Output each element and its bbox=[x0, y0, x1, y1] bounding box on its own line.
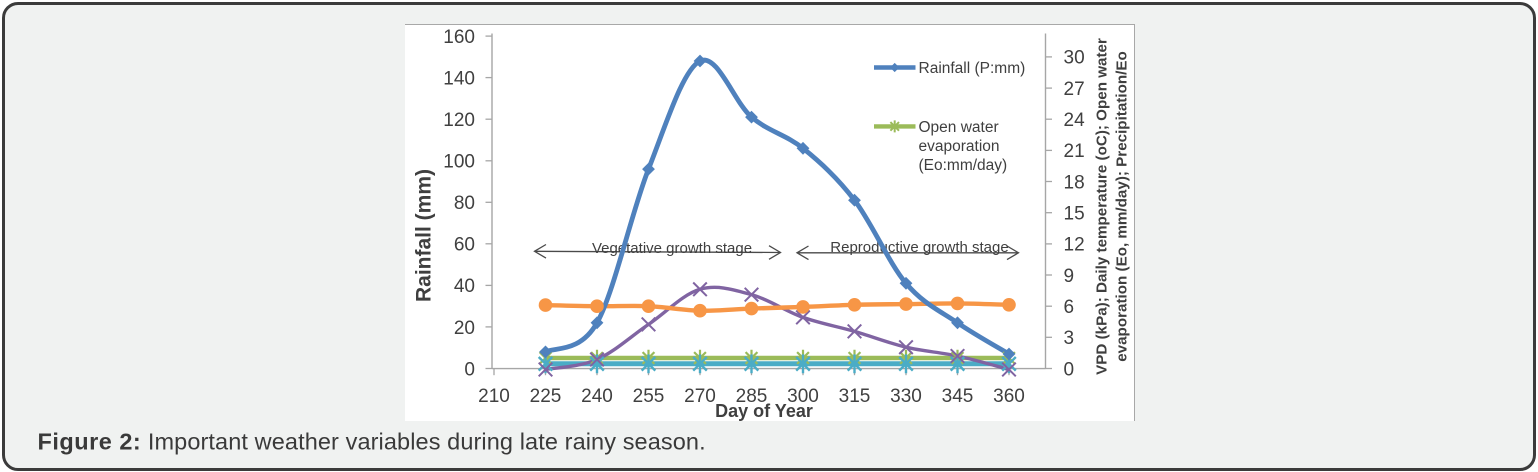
svg-text:345: 345 bbox=[942, 386, 974, 407]
svg-text:160: 160 bbox=[443, 27, 475, 48]
svg-text:Rainfall (mm): Rainfall (mm) bbox=[413, 169, 436, 302]
svg-text:evaporation: evaporation bbox=[919, 138, 1000, 155]
svg-text:VPD (kPa); Daily temperature (: VPD (kPa); Daily temperature (oC); Open … bbox=[1093, 38, 1110, 375]
svg-text:210: 210 bbox=[478, 386, 510, 407]
svg-text:21: 21 bbox=[1064, 141, 1085, 162]
svg-text:15: 15 bbox=[1064, 204, 1085, 225]
svg-text:0: 0 bbox=[464, 359, 475, 380]
svg-text:Rainfall (P:mm): Rainfall (P:mm) bbox=[919, 60, 1026, 77]
svg-text:30: 30 bbox=[1064, 48, 1085, 69]
svg-text:9: 9 bbox=[1064, 266, 1075, 287]
svg-text:300: 300 bbox=[787, 386, 819, 407]
svg-text:6: 6 bbox=[1064, 297, 1075, 318]
svg-text:20: 20 bbox=[454, 318, 475, 339]
svg-text:225: 225 bbox=[530, 386, 562, 407]
svg-text:27: 27 bbox=[1064, 79, 1085, 100]
svg-text:255: 255 bbox=[633, 386, 665, 407]
svg-text:360: 360 bbox=[993, 386, 1025, 407]
svg-text:270: 270 bbox=[684, 386, 716, 407]
svg-text:(Eo:mm/day): (Eo:mm/day) bbox=[919, 157, 1008, 174]
svg-text:140: 140 bbox=[443, 68, 475, 89]
svg-text:80: 80 bbox=[454, 193, 475, 214]
svg-text:Reproductive growth stage: Reproductive growth stage bbox=[830, 239, 1008, 256]
svg-text:evaporation (Eo, mm/day); Prec: evaporation (Eo, mm/day); Precipitation/… bbox=[1114, 51, 1131, 362]
svg-text:285: 285 bbox=[736, 386, 768, 407]
svg-text:120: 120 bbox=[443, 110, 475, 131]
svg-text:24: 24 bbox=[1064, 110, 1086, 131]
svg-text:330: 330 bbox=[890, 386, 922, 407]
svg-text:40: 40 bbox=[454, 276, 475, 297]
svg-text:Figure 2: Important weather va: Figure 2: Important weather variables du… bbox=[38, 429, 706, 455]
svg-text:Vegetative growth stage: Vegetative growth stage bbox=[592, 240, 752, 257]
svg-text:315: 315 bbox=[839, 386, 871, 407]
svg-text:60: 60 bbox=[454, 235, 475, 256]
svg-text:Open water: Open water bbox=[919, 119, 999, 136]
svg-text:3: 3 bbox=[1064, 328, 1075, 349]
svg-text:Day of Year: Day of Year bbox=[715, 401, 813, 421]
svg-text:18: 18 bbox=[1064, 172, 1085, 193]
svg-text:12: 12 bbox=[1064, 235, 1085, 256]
svg-text:0: 0 bbox=[1064, 359, 1075, 380]
svg-text:100: 100 bbox=[443, 152, 475, 173]
svg-text:240: 240 bbox=[581, 386, 613, 407]
